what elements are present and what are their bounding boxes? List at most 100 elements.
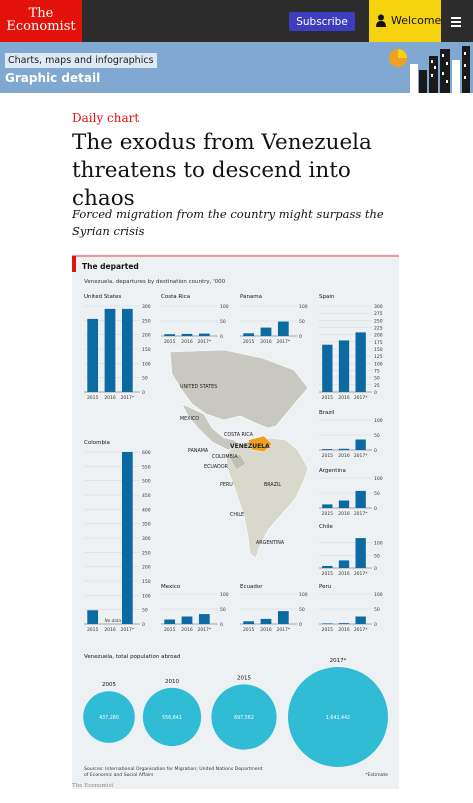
map-label-peru: PERU — [220, 482, 233, 488]
map-label-brazil: BRAZIL — [264, 482, 281, 488]
tick-label-united-states: 300 — [142, 304, 151, 310]
bar-brazil-2017* — [355, 439, 366, 450]
tick-label-spain: 25 — [374, 383, 380, 389]
tick-label-costa-rica: 0 — [220, 334, 223, 340]
tick-label-spain: 0 — [374, 390, 377, 396]
tick-label-united-states: 50 — [142, 376, 148, 382]
infographic-svg: The departed Venezuela, departures by des… — [72, 254, 399, 789]
chart-title: The departed — [82, 262, 139, 271]
tick-label-mexico: 100 — [220, 592, 229, 598]
bar-chile-2016 — [338, 560, 350, 568]
chart-source: Sources: International Organisation for … — [84, 766, 263, 778]
bar-spain-2016 — [338, 340, 350, 392]
bar-costa-rica-2015 — [164, 334, 176, 336]
x-tick-label-peru: 2016 — [338, 627, 350, 633]
x-tick-label-costa-rica: 2015 — [164, 339, 176, 345]
x-tick-label-costa-rica: 2017* — [197, 339, 211, 345]
map-label-colombia: COLOMBIA — [212, 454, 238, 460]
logo-line-1: The — [28, 6, 54, 21]
bar-united-states-2017* — [121, 308, 133, 392]
tick-label-colombia: 600 — [142, 450, 151, 456]
tick-label-brazil: 0 — [374, 448, 377, 454]
user-icon — [376, 14, 386, 27]
tick-label-colombia: 450 — [142, 493, 151, 499]
tick-label-spain: 200 — [374, 333, 383, 339]
bar-spain-2015 — [322, 344, 333, 392]
x-tick-label-ecuador: 2017* — [276, 627, 290, 633]
tick-label-spain: 50 — [374, 376, 380, 382]
x-tick-label-peru: 2017* — [354, 627, 368, 633]
x-tick-label-ecuador: 2015 — [243, 627, 255, 633]
tick-label-colombia: 0 — [142, 622, 145, 628]
tick-label-united-states: 250 — [142, 318, 151, 324]
tick-label-argentina: 50 — [374, 491, 380, 497]
economist-logo[interactable]: The Economist — [0, 0, 82, 42]
x-tick-label-united-states: 2015 — [87, 395, 99, 401]
bar-peru-2017* — [355, 616, 366, 624]
tick-label-panama: 50 — [299, 319, 305, 325]
welcome-label: Welcome — [391, 14, 442, 27]
x-tick-label-spain: 2016 — [338, 395, 350, 401]
tick-label-united-states: 0 — [142, 390, 145, 396]
tick-label-spain: 100 — [374, 361, 383, 367]
panel-title-panama: Panama — [240, 294, 262, 300]
x-tick-label-colombia: 2017* — [120, 627, 134, 633]
tick-label-mexico: 50 — [220, 607, 226, 613]
panel-title-chile: Chile — [319, 524, 333, 530]
panel-title-mexico: Mexico — [161, 584, 181, 590]
panel-title-costa-rica: Costa Rica — [161, 294, 190, 300]
bar-peru-2016 — [338, 623, 350, 624]
article-kicker[interactable]: Daily chart — [72, 111, 140, 125]
x-tick-label-colombia: 2015 — [87, 627, 99, 633]
x-tick-label-chile: 2015 — [322, 571, 334, 577]
tick-label-peru: 0 — [374, 622, 377, 628]
tick-label-chile: 0 — [374, 566, 377, 572]
map-label-united-states: UNITED STATES — [180, 384, 217, 390]
x-tick-label-chile: 2016 — [338, 571, 350, 577]
x-tick-label-panama: 2015 — [243, 339, 255, 345]
bar-brazil-2015 — [322, 449, 333, 450]
panel-title-colombia: Colombia — [84, 440, 110, 446]
hamburger-menu-button[interactable] — [445, 10, 469, 32]
article-headline: The exodus from Venezuela threatens to d… — [72, 130, 372, 211]
bar-panama-2015 — [243, 333, 255, 336]
tick-label-chile: 50 — [374, 553, 380, 559]
tick-label-ecuador: 50 — [299, 607, 305, 613]
infographic: The departed Venezuela, departures by des… — [72, 254, 399, 789]
x-tick-label-brazil: 2017* — [354, 453, 368, 459]
bar-mexico-2017* — [198, 614, 210, 624]
population-value-label: 1,642,442 — [326, 715, 350, 721]
no-data-note: No data — [105, 618, 122, 623]
section-title-graphic-detail[interactable]: Graphic detail — [5, 71, 101, 85]
tick-label-spain: 125 — [374, 354, 383, 360]
welcome-account-button[interactable]: Welcome — [369, 0, 441, 42]
panel-title-spain: Spain — [319, 294, 335, 300]
tick-label-colombia: 150 — [142, 579, 151, 585]
panel-title-peru: Peru — [319, 584, 331, 590]
breadcrumb-charts-link[interactable]: Charts, maps and infographics — [5, 53, 157, 68]
bar-chile-2017* — [355, 538, 366, 568]
chart-footnote: *Estimate — [365, 772, 388, 778]
subscribe-button[interactable]: Subscribe — [289, 12, 355, 31]
tick-label-colombia: 50 — [142, 608, 148, 614]
bar-peru-2015 — [322, 623, 333, 624]
bar-ecuador-2015 — [243, 621, 255, 624]
tick-label-mexico: 0 — [220, 622, 223, 628]
tick-label-argentina: 0 — [374, 506, 377, 512]
population-bubble-2005 — [83, 691, 135, 743]
tick-label-panama: 0 — [299, 334, 302, 340]
panel-title-argentina: Argentina — [319, 468, 346, 474]
bar-argentina-2015 — [322, 504, 333, 508]
bar-united-states-2016 — [104, 308, 116, 392]
bar-panama-2016 — [260, 327, 272, 336]
x-tick-label-ecuador: 2016 — [260, 627, 272, 633]
map-label-chile: CHILE — [230, 512, 244, 518]
tick-label-colombia: 100 — [142, 593, 151, 599]
x-tick-label-costa-rica: 2016 — [181, 339, 193, 345]
population-title: Venezuela, total population abroad — [84, 654, 180, 660]
map-label-ecuador: ECUADOR — [204, 464, 229, 470]
map-label-venezuela: VENEZUELA — [230, 443, 270, 450]
tick-label-chile: 100 — [374, 541, 383, 547]
tick-label-panama: 100 — [299, 304, 308, 310]
bar-costa-rica-2016 — [181, 333, 193, 336]
